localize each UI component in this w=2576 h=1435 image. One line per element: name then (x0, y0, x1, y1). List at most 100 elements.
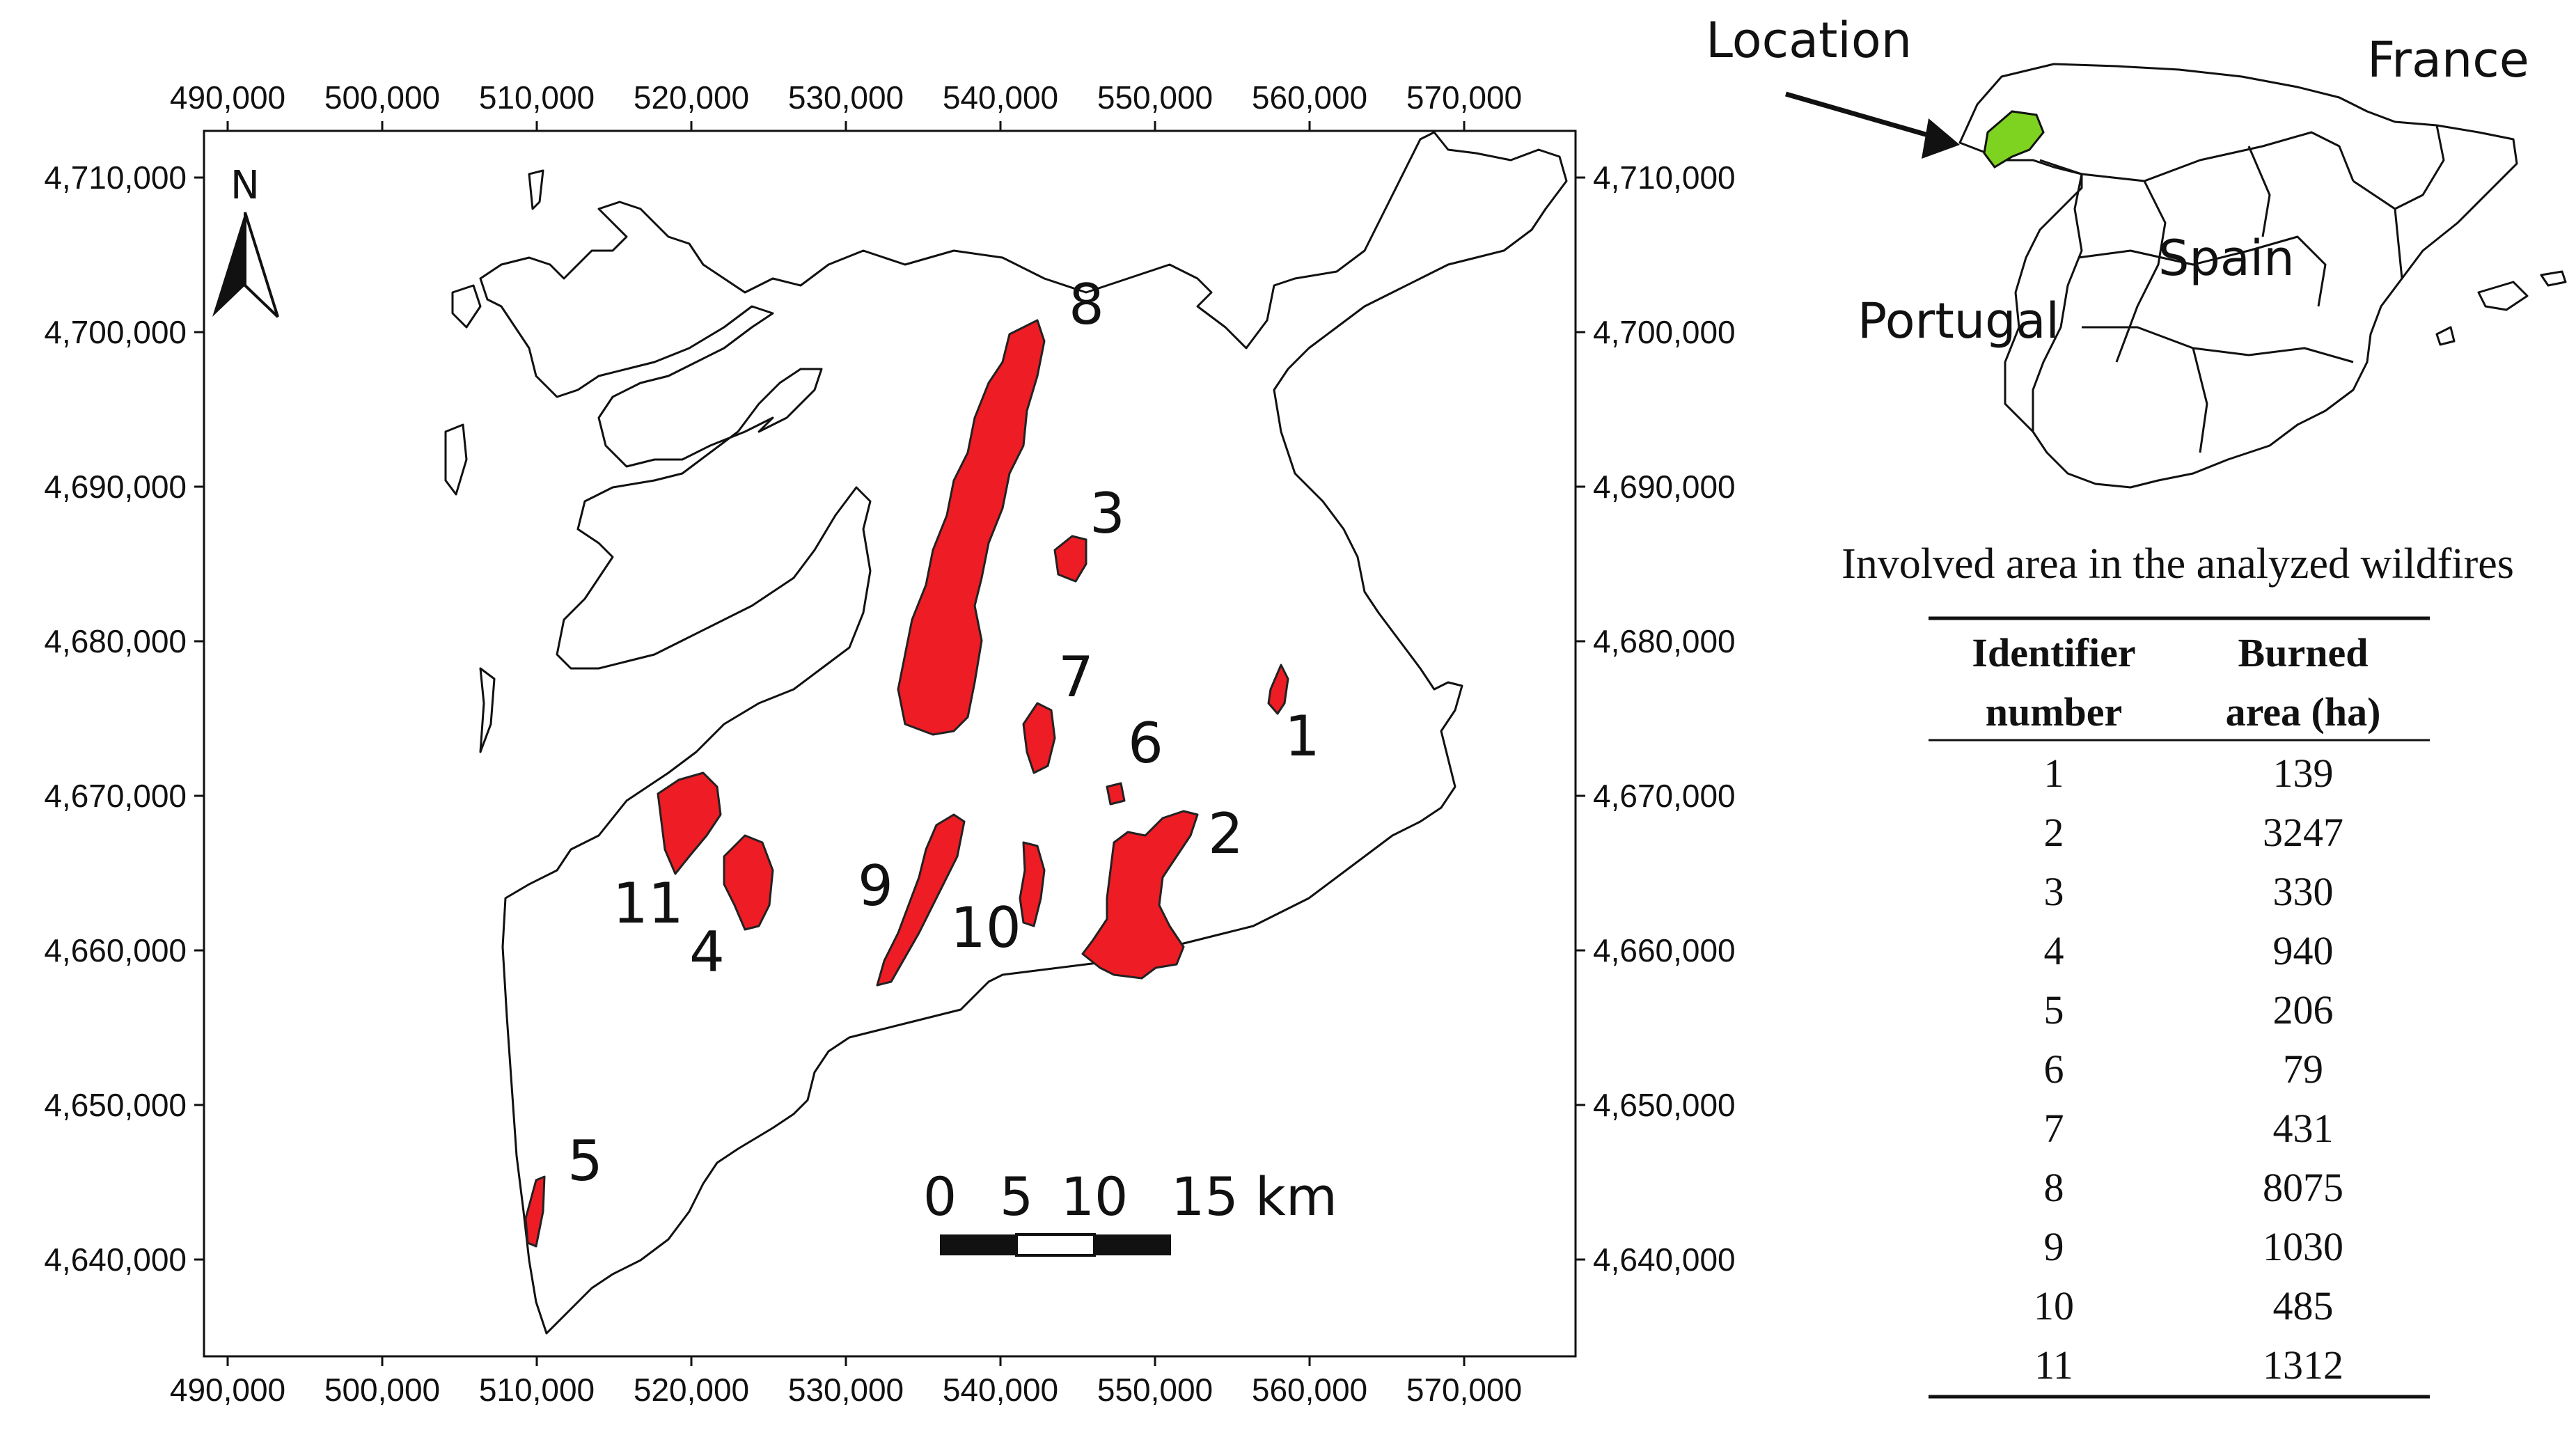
fire-label-11: 11 (613, 871, 684, 936)
fire-label-10: 10 (950, 895, 1021, 960)
fire-2 (1081, 810, 1199, 980)
y-tick-left-label: 4,670,000 (44, 778, 187, 814)
cell-burned-area: 940 (2273, 928, 2334, 973)
fire-11 (657, 771, 722, 875)
x-axis-bottom: 490,000 500,000 510,000 520,000 530,000 540,0… (170, 1356, 1522, 1408)
table-row: 3 330 (2044, 869, 2334, 914)
burned-area-table: Involved area in the analyzed wildfires … (1841, 540, 2514, 1399)
table-row: 6 79 (2044, 1046, 2324, 1092)
x-tick-bottom-label: 490,000 (170, 1372, 285, 1408)
table-row: 1 139 (2044, 751, 2334, 796)
cell-burned-area: 1030 (2263, 1224, 2343, 1269)
cell-identifier: 3 (2044, 869, 2064, 914)
x-tick-top-label: 520,000 (634, 79, 749, 116)
y-tick-right-label: 4,640,000 (1593, 1241, 1736, 1278)
scale-label-0: 0 (923, 1166, 957, 1228)
cell-identifier: 1 (2044, 751, 2064, 796)
header-identifier-line1: Identifier (1972, 630, 2135, 675)
island-2 (444, 423, 468, 496)
fire-label-7: 7 (1058, 645, 1094, 709)
x-tick-bottom-label: 540,000 (943, 1372, 1058, 1408)
portugal-border (2032, 159, 2083, 432)
table-row: 2 3247 (2044, 810, 2344, 855)
fire-label-8: 8 (1069, 272, 1104, 337)
fire-label-2: 2 (1208, 801, 1243, 866)
fire-label-6: 6 (1128, 711, 1163, 776)
x-tick-bottom-label: 560,000 (1252, 1372, 1367, 1408)
cell-burned-area: 79 (2283, 1046, 2323, 1092)
y-tick-left-label: 4,710,000 (44, 159, 187, 196)
fire-6 (1106, 782, 1126, 806)
location-arrow (1785, 91, 1943, 142)
x-tick-top-label: 540,000 (943, 79, 1058, 116)
region-outline (479, 131, 1568, 1335)
study-area-highlight (1983, 110, 2045, 168)
x-tick-bottom-label: 550,000 (1097, 1372, 1213, 1408)
location-label: Location (1706, 12, 1912, 69)
north-arrow-icon: N (209, 157, 291, 320)
header-area-line1: Burned (2238, 630, 2369, 675)
island-3 (479, 667, 496, 753)
fire-7 (1022, 702, 1056, 774)
table-row: 5 206 (2044, 987, 2334, 1033)
cell-burned-area: 206 (2273, 987, 2334, 1033)
y-tick-right-label: 4,680,000 (1593, 623, 1736, 659)
portugal-label: Portugal (1858, 292, 2059, 350)
x-tick-top-label: 570,000 (1406, 79, 1522, 116)
y-tick-left-label: 4,660,000 (44, 932, 187, 969)
x-tick-bottom-label: 520,000 (634, 1372, 749, 1408)
x-tick-bottom-label: 530,000 (788, 1372, 904, 1408)
y-tick-left-label: 4,680,000 (44, 623, 187, 659)
x-tick-top-label: 550,000 (1097, 79, 1213, 116)
cell-identifier: 6 (2044, 1046, 2064, 1092)
iberia-outline (1958, 63, 2518, 489)
table-row: 7 431 (2044, 1106, 2334, 1151)
y-tick-right-label: 4,650,000 (1593, 1087, 1736, 1123)
inset-map: Location France Spain Portugal (1706, 12, 2567, 489)
scale-bar: 0 5 10 15 km (923, 1166, 1337, 1257)
header-identifier-line2: number (1986, 689, 2123, 735)
cell-burned-area: 431 (2273, 1106, 2334, 1151)
france-label: France (2367, 31, 2529, 88)
x-tick-top-label: 490,000 (170, 79, 285, 116)
balearic-2 (2540, 270, 2567, 287)
table-row: 8 8075 (2044, 1165, 2344, 1210)
fire-8 (897, 319, 1046, 736)
cell-identifier: 5 (2044, 987, 2064, 1033)
cell-identifier: 2 (2044, 810, 2064, 855)
main-map: 490,000 500,000 510,000 520,000 530,000 540,0… (44, 79, 1735, 1408)
fire-5 (524, 1175, 546, 1248)
fire-label-1: 1 (1285, 704, 1320, 769)
spain-label: Spain (2158, 230, 2295, 287)
fire-10 (1019, 841, 1046, 927)
cell-identifier: 4 (2044, 928, 2064, 973)
x-tick-top-label: 500,000 (324, 79, 440, 116)
fire-3 (1053, 535, 1087, 583)
table-caption: Involved area in the analyzed wildfires (1841, 540, 2514, 588)
scale-label-10: 10 (1061, 1166, 1129, 1228)
x-axis-top: 490,000 500,000 510,000 520,000 530,000 540,0… (170, 79, 1522, 131)
header-area-line2: area (ha) (2226, 689, 2381, 735)
x-tick-top-label: 560,000 (1252, 79, 1367, 116)
y-tick-left-label: 4,650,000 (44, 1087, 187, 1123)
scale-label-15: 15 km (1171, 1166, 1337, 1228)
x-tick-top-label: 510,000 (479, 79, 595, 116)
cell-burned-area: 3247 (2263, 810, 2343, 855)
cell-identifier: 8 (2044, 1165, 2064, 1210)
cell-identifier: 9 (2044, 1224, 2064, 1269)
cell-identifier: 10 (2034, 1283, 2074, 1328)
location-arrowhead (1922, 118, 1960, 159)
x-tick-bottom-label: 570,000 (1406, 1372, 1522, 1408)
x-tick-bottom-label: 510,000 (479, 1372, 595, 1408)
y-tick-right-label: 4,690,000 (1593, 469, 1736, 505)
fire-1 (1267, 664, 1289, 715)
y-tick-right-label: 4,700,000 (1593, 314, 1736, 350)
cell-burned-area: 139 (2273, 751, 2334, 796)
table-body: 1 139 2 3247 3 330 4 940 5 206 6 79 7 431 8 8075 9 1030 10… (2034, 751, 2343, 1388)
x-tick-bottom-label: 500,000 (324, 1372, 440, 1408)
island-1 (451, 284, 482, 329)
cell-burned-area: 1312 (2263, 1342, 2343, 1388)
cell-burned-area: 330 (2273, 869, 2334, 914)
y-axis-right: 4,710,000 4,700,000 4,690,000 4,680,000 4,67… (1576, 159, 1736, 1278)
